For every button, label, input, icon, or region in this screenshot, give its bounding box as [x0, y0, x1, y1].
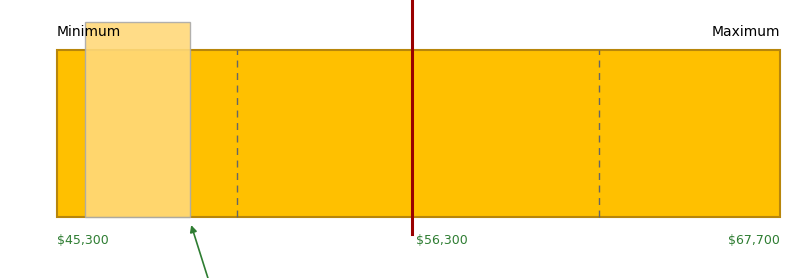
Text: $67,700: $67,700	[728, 234, 780, 247]
Bar	[57, 50, 780, 217]
Text: $45,300: $45,300	[57, 234, 108, 247]
Text: $56,300: $56,300	[416, 234, 468, 247]
Bar	[86, 22, 191, 217]
Text: Minimum: Minimum	[57, 25, 121, 39]
Text: Maximum: Maximum	[711, 25, 780, 39]
